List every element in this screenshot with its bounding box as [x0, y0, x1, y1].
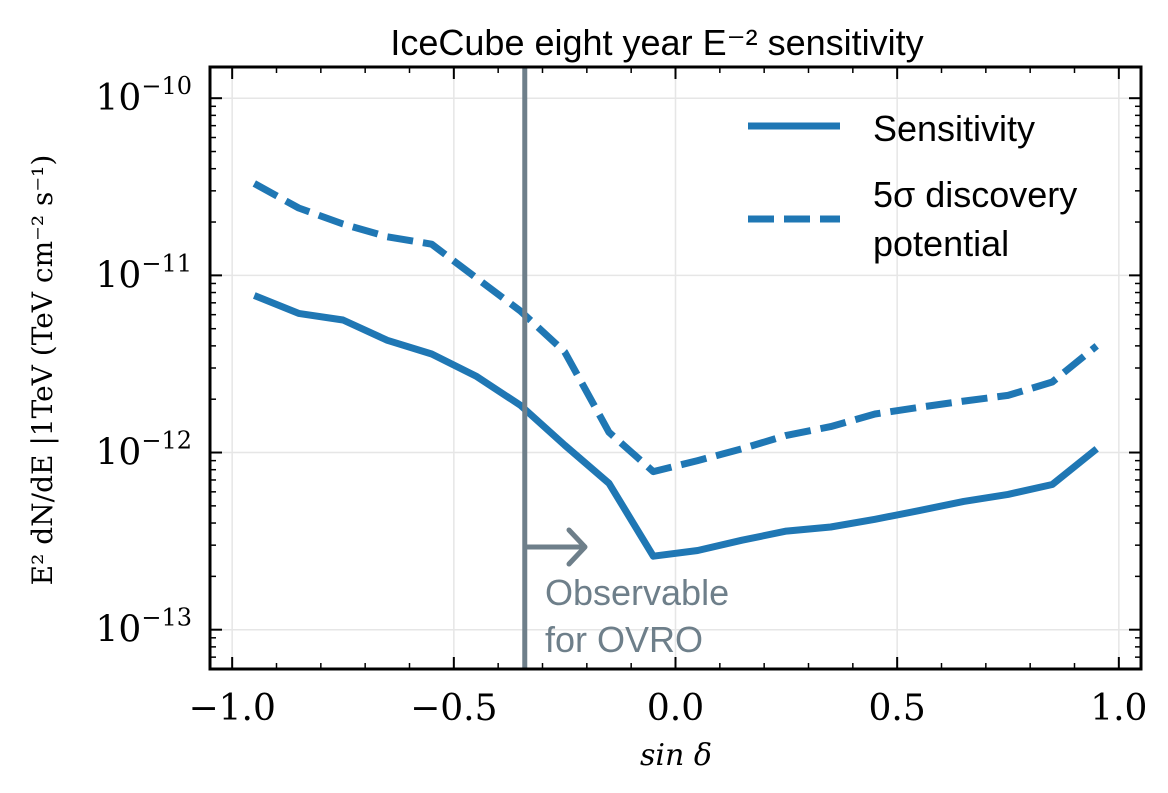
y-tick-label: 10−12: [96, 427, 192, 474]
y-tick-label: 10−10: [96, 72, 192, 119]
legend-label-discovery-1: 5σ discovery: [873, 174, 1077, 215]
ticks-group: −1.0 −0.5 0.0 0.5 1.0 10−10 10−11 10−12 10−13: [96, 67, 1147, 729]
x-tick-label: −1.0: [188, 688, 275, 729]
x-tick-label: 0.5: [869, 688, 926, 729]
series-line-discovery: [252, 180, 1099, 476]
series-line-sensitivity: [252, 292, 1099, 560]
grid: [210, 67, 1141, 669]
y-axis-label: E² dN/dE |1TeV (TeV cm⁻² s⁻¹): [26, 155, 59, 586]
plot-frame: [208, 65, 1143, 671]
annotation-group: Observable for OVRO: [522, 67, 729, 669]
x-tick-label: 1.0: [1090, 688, 1147, 729]
series-group: [252, 180, 1099, 560]
x-axis-label: sin δ: [640, 738, 712, 773]
y-tick-label: 10−13: [96, 604, 192, 651]
chart-title: IceCube eight year E⁻² sensitivity: [390, 22, 923, 63]
arrow-head-icon: [566, 527, 588, 567]
annotation-text-line1: Observable: [545, 572, 729, 613]
title-text: IceCube eight year E⁻² sensitivity: [390, 22, 923, 63]
legend-label-sensitivity: Sensitivity: [873, 108, 1035, 149]
legend: Sensitivity 5σ discovery potential: [748, 108, 1077, 264]
x-tick-label: 0.0: [647, 688, 704, 729]
legend-label-discovery-2: potential: [873, 223, 1009, 264]
y-tick-label: 10−11: [96, 249, 192, 296]
x-tick-label: −0.5: [410, 688, 497, 729]
annotation-text-line2: for OVRO: [545, 619, 703, 660]
